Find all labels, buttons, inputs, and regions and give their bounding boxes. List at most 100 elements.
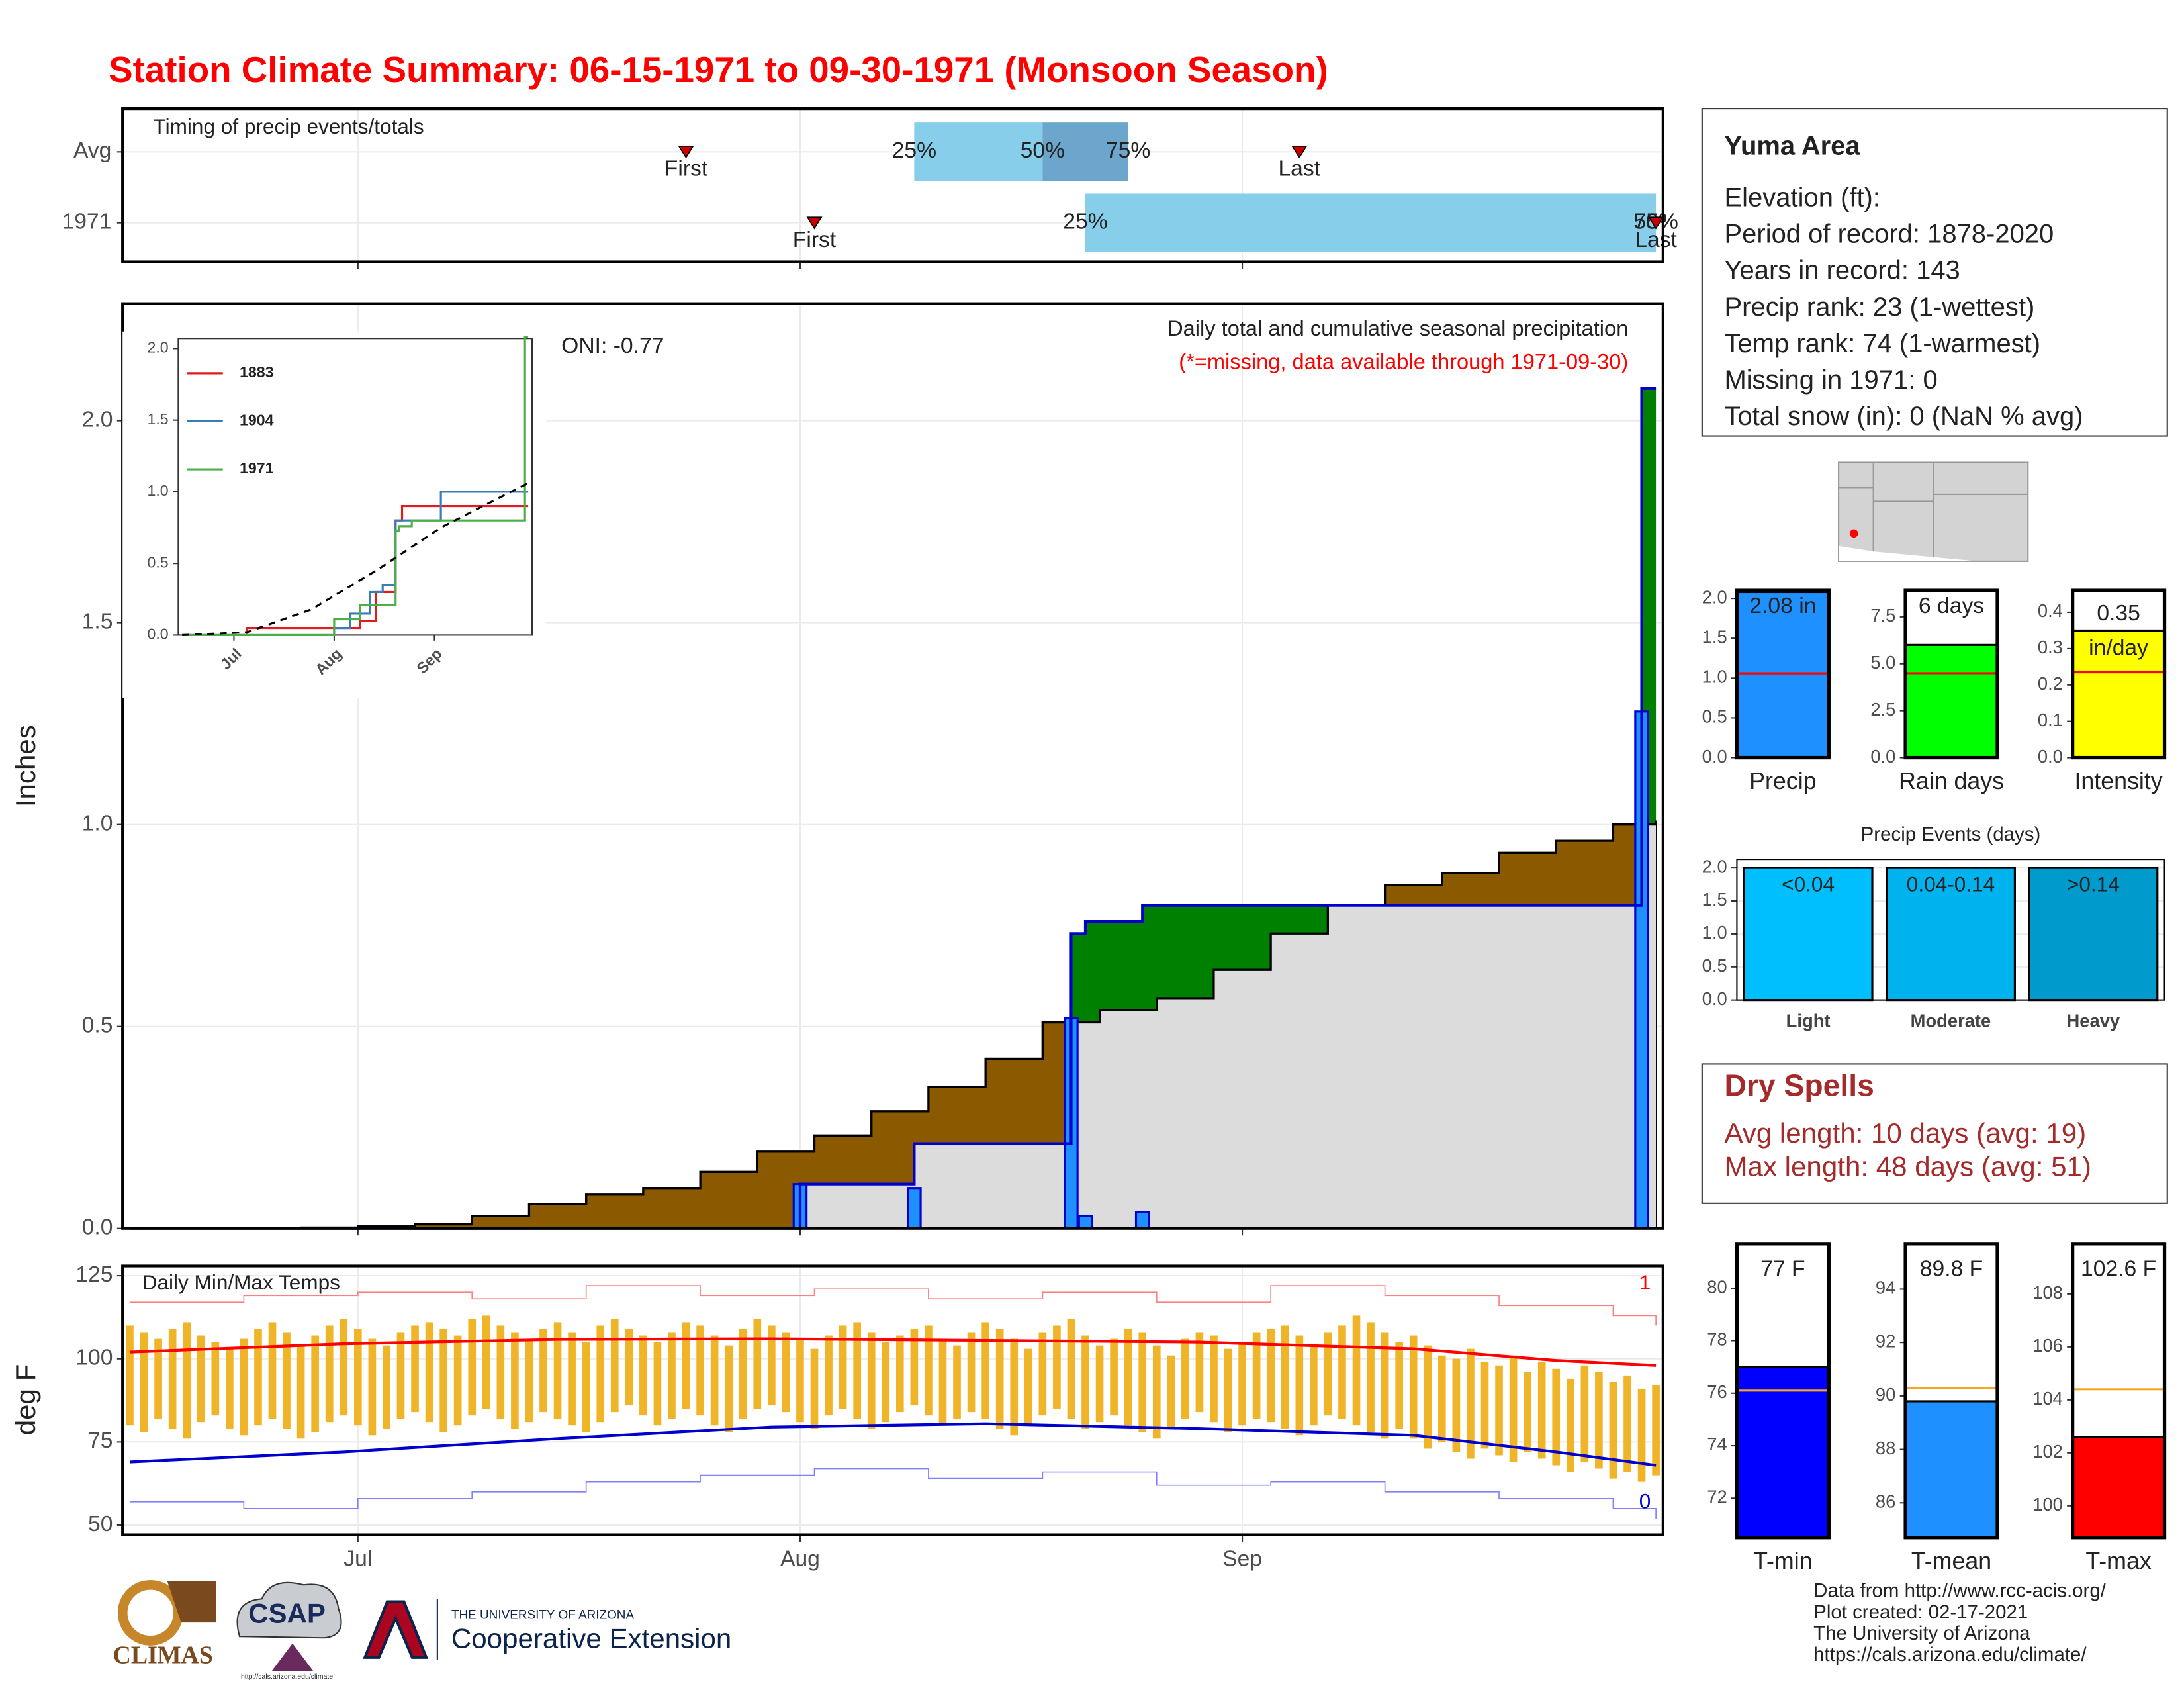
y-tick-label: 1.5 [1702,889,1727,910]
dry-spells-box [1701,1063,2168,1204]
map [1838,461,2029,562]
temp-range-bar [910,1329,919,1406]
temp-range-bar [197,1335,205,1423]
temp-range-bar [596,1325,605,1423]
bar [1743,867,1874,1002]
y-tick-label: 0.0 [2038,746,2063,767]
annotation: ONI: -0.77 [561,334,664,358]
y-tick-label: 104 [2032,1388,2063,1409]
info-line: Elevation (ft): [1724,183,1880,212]
y-tick-label: 125 [75,1262,113,1287]
event-label: First [664,157,708,181]
y-tick-label: 0.0 [1702,988,1727,1009]
temp-range-bar [1038,1332,1047,1416]
temp-range-bar [981,1322,989,1419]
temp-range-bar [1437,1355,1446,1442]
temp-range-bar [625,1329,633,1406]
frame [1735,588,1831,760]
map-borders [1839,462,2028,561]
average-line [129,1422,1657,1467]
temp-range-bar [1652,1385,1660,1476]
station-dot [1849,529,1858,538]
info-box [1701,108,2168,437]
bin-label: <0.04 [1782,872,1835,896]
daily-bar [1077,1215,1093,1230]
frame [1903,1242,1999,1540]
temp-range-bar [682,1322,690,1409]
y-axis-label: deg F [10,1364,41,1436]
credit-line: https://cals.arizona.edu/climate/ [1813,1644,2087,1665]
value-label: 2.08 in [1749,594,1816,618]
temp-range-bar [1167,1355,1175,1429]
bar [1885,867,2016,1002]
temp-range-bar [1310,1345,1318,1426]
info-line: Missing in 1971: 0 [1724,365,1937,395]
y-tick-label: 1.0 [82,812,113,836]
bin-label: 0.04-0.14 [1907,872,1995,896]
temp-range-bar [953,1345,961,1419]
y-tick-label: 92 [1876,1331,1895,1351]
y-tick-label: 0.0 [1702,746,1727,767]
y-tick-label: 7.5 [1870,605,1895,626]
temp-range-bar [1552,1368,1561,1466]
value-label: 77 F [1760,1257,1805,1282]
quantile-label: 50% [1021,138,1065,163]
quantile-bar [1085,193,1657,252]
temp-range-bar [1281,1325,1289,1429]
temp-range-bar [867,1332,876,1429]
inset-panel [177,338,533,636]
y-tick-label: 2.0 [82,407,113,432]
event-marker [678,146,694,159]
temp-range-bar [753,1319,762,1409]
temp-range-bar [1566,1378,1574,1472]
temp-range-bar [1424,1345,1432,1449]
event-marker [1648,216,1664,230]
record-count: 1 [1639,1270,1651,1294]
temp-range-bar [1124,1329,1132,1426]
temp-range-bar [1480,1362,1489,1449]
dry-spells-title: Dry Spells [1724,1068,1874,1102]
temp-range-bar [1524,1372,1531,1452]
temp-range-bar [1081,1335,1089,1429]
dry-spells-line: Avg length: 10 days (avg: 19) [1724,1117,2086,1149]
temp-range-bar [967,1332,976,1413]
temp-range-bar [439,1329,447,1432]
temp-range-bar [1637,1388,1646,1482]
csap-text: CSAP [248,1598,326,1629]
temp-range-bar [1324,1332,1332,1416]
y-tick-label: 78 [1707,1329,1727,1350]
bin-label: >0.14 [2067,872,2120,896]
temp-range-bar [283,1332,291,1429]
y-tick-label: 0.2 [2038,673,2063,694]
x-tick-label: Jul [343,1546,372,1571]
x-tick-label: Sep [1222,1546,1262,1571]
frame [121,1264,1664,1536]
event-label: First [793,228,837,252]
temp-range-bar [1352,1315,1361,1426]
credit-line: The University of Arizona [1813,1622,2030,1644]
y-tick-label: 100 [2032,1494,2063,1515]
info-line: Total snow (in): 0 (NaN % avg) [1724,402,2083,431]
y-tick-label: 0.5 [147,553,168,571]
category-label: Light [1786,1011,1831,1031]
temp-range-bar [140,1332,148,1432]
chart-title: Daily total and cumulative seasonal prec… [1167,316,1628,340]
y-tick-label: 1.5 [82,610,113,634]
temp-range-bar [368,1338,377,1436]
daily-bar [907,1187,922,1230]
average-line [182,482,529,636]
chart-subtitle: (*=missing, data available through 1971-… [1179,350,1628,374]
y-tick-label: 75 [88,1429,113,1453]
row-label: Avg [73,138,111,163]
temp-range-bar [938,1338,947,1426]
temp-range-bar [796,1338,804,1423]
y-tick-label: 0.0 [147,626,168,643]
record-count: 0 [1639,1489,1651,1513]
y-tick-label: 5.0 [1870,652,1895,673]
y-tick-label: 76 [1707,1382,1727,1402]
y-tick-label: 100 [75,1346,113,1370]
y-tick-label: 2.0 [147,339,168,356]
record-line [129,1468,1657,1519]
y-tick-label: 72 [1707,1487,1727,1507]
temp-range-bar [511,1332,519,1429]
